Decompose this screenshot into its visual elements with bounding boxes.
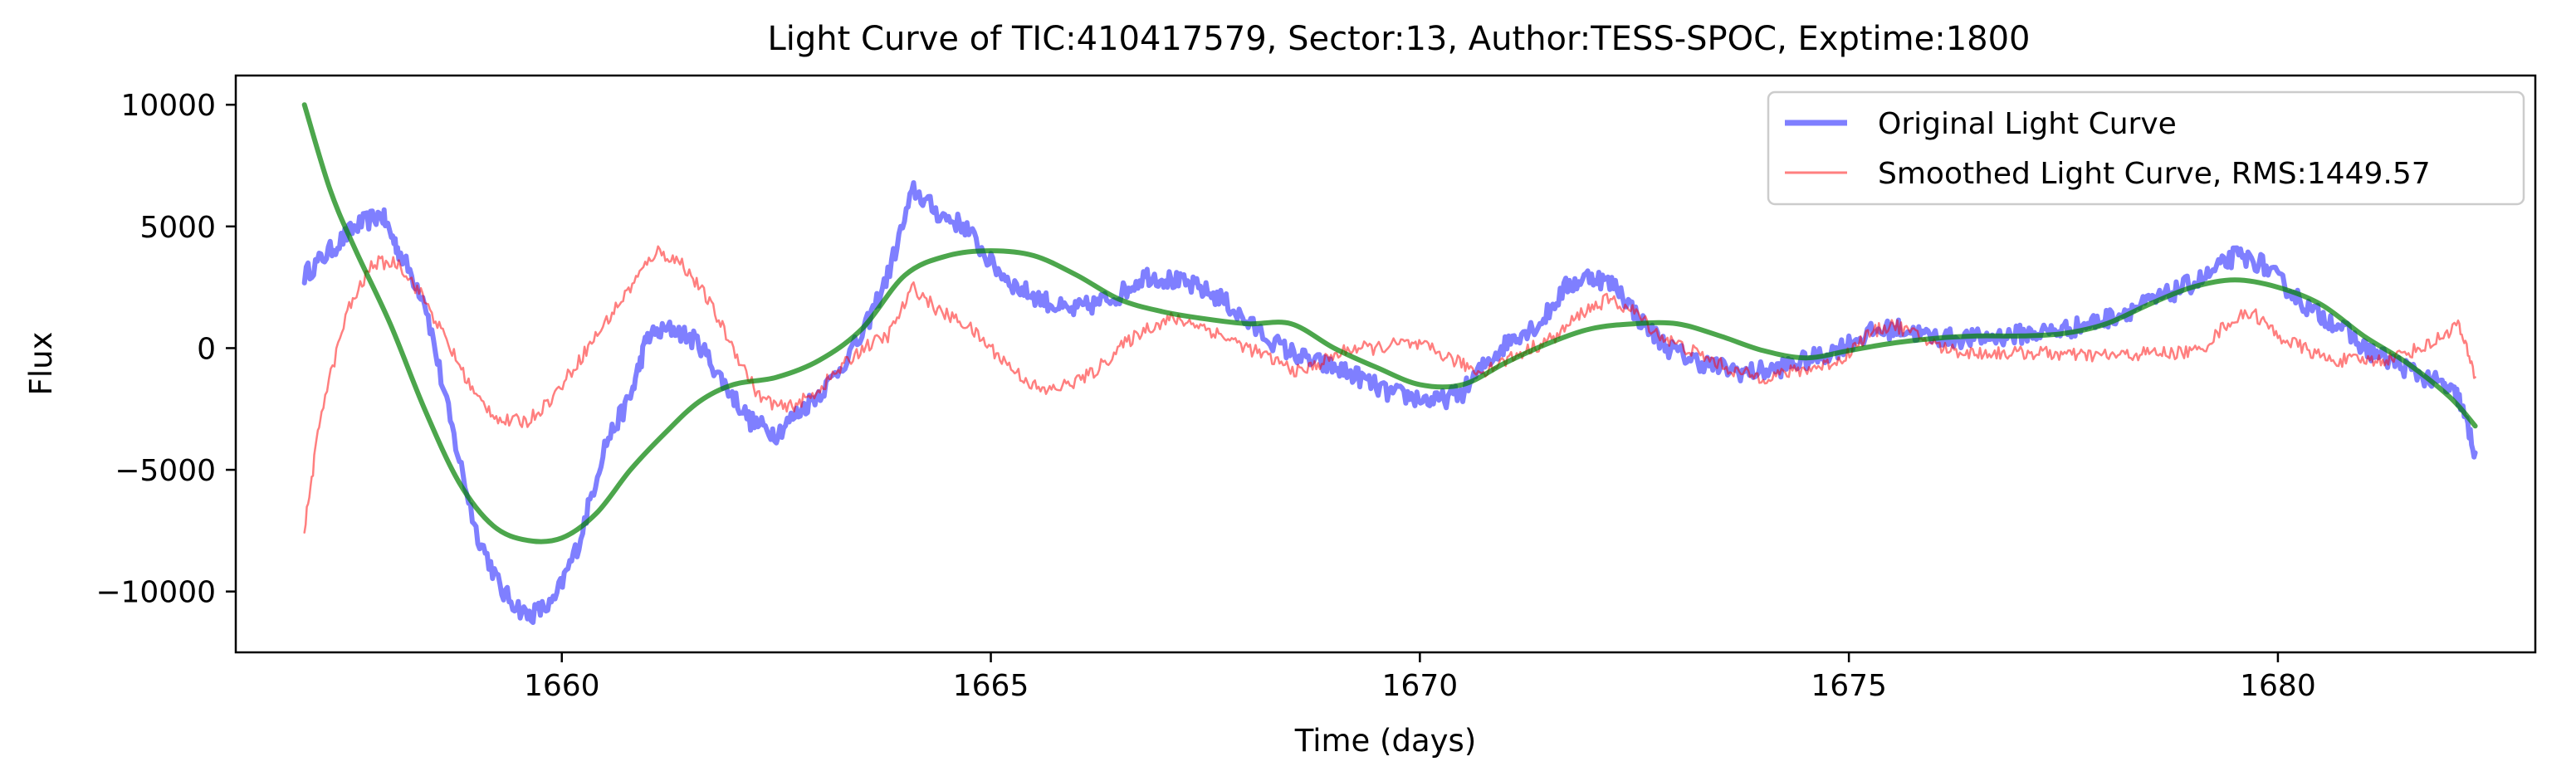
legend-label-smoothed: Smoothed Light Curve, RMS:1449.57 (1878, 157, 2431, 191)
plot-frame (234, 74, 2537, 654)
x-tick-label: 1660 (524, 669, 600, 703)
y-axis-label: Flux (23, 332, 59, 396)
x-axis: 1660 1665 1670 1675 1680 (524, 652, 2316, 703)
x-axis-label: Time (days) (1294, 723, 1477, 759)
legend: Original Light Curve Smoothed Light Curv… (1767, 90, 2525, 206)
chart-title: Light Curve of TIC:410417579, Sector:13,… (767, 20, 2030, 58)
y-tick-label: 10000 (120, 89, 216, 123)
legend-label-original: Original Light Curve (1878, 107, 2177, 141)
y-tick-label: −5000 (115, 454, 216, 488)
plot-area (234, 74, 2537, 654)
x-tick-label: 1675 (1811, 669, 1887, 703)
y-tick-label: 5000 (139, 211, 216, 245)
x-tick-label: 1670 (1382, 669, 1459, 703)
x-tick-label: 1680 (2240, 669, 2316, 703)
legend-box (1767, 90, 2525, 206)
series-trend-fit (301, 102, 2478, 544)
series-smoothed-light-curve (303, 245, 2476, 534)
series-layer (301, 102, 2478, 625)
y-tick-label: −10000 (95, 576, 216, 610)
x-tick-label: 1665 (953, 669, 1029, 703)
y-axis: −10000 −5000 0 5000 10000 (95, 89, 236, 610)
y-tick-label: 0 (197, 332, 216, 366)
